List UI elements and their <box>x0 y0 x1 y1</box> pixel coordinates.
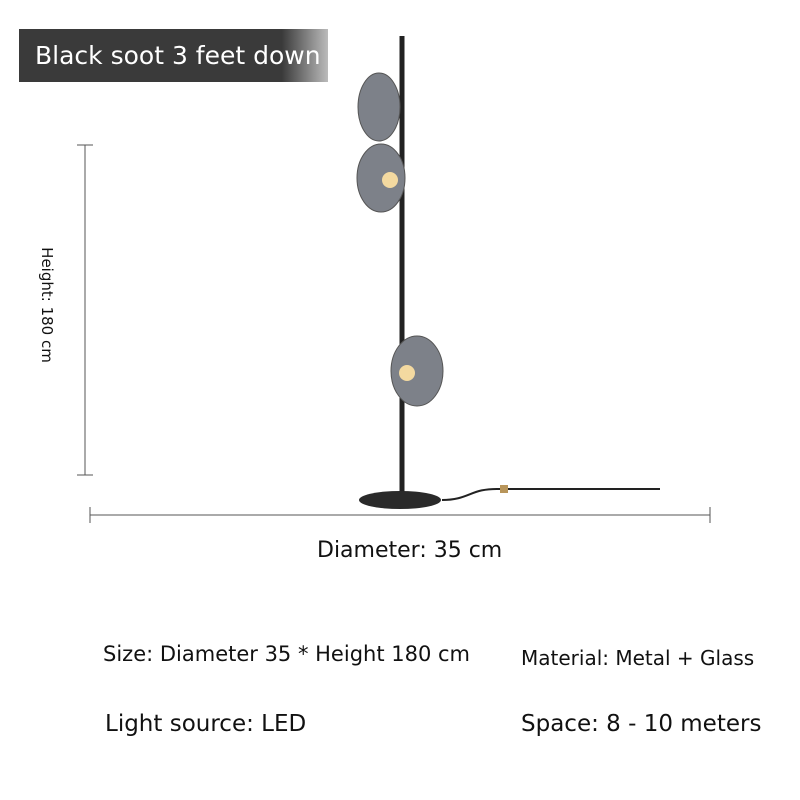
diameter-label: Diameter: 35 cm <box>317 538 503 563</box>
spec-material: Material: Metal + Glass <box>521 646 755 670</box>
spec-space: Space: 8 - 10 meters <box>521 711 762 737</box>
dimension-lines <box>77 144 711 523</box>
spec-light-source: Light source: LED <box>105 711 307 737</box>
variant-label: Black soot 3 feet down <box>19 29 328 82</box>
lamp <box>356 36 660 509</box>
height-label: Height: 180 cm <box>38 247 56 363</box>
spec-size: Size: Diameter 35 * Height 180 cm <box>103 642 470 666</box>
